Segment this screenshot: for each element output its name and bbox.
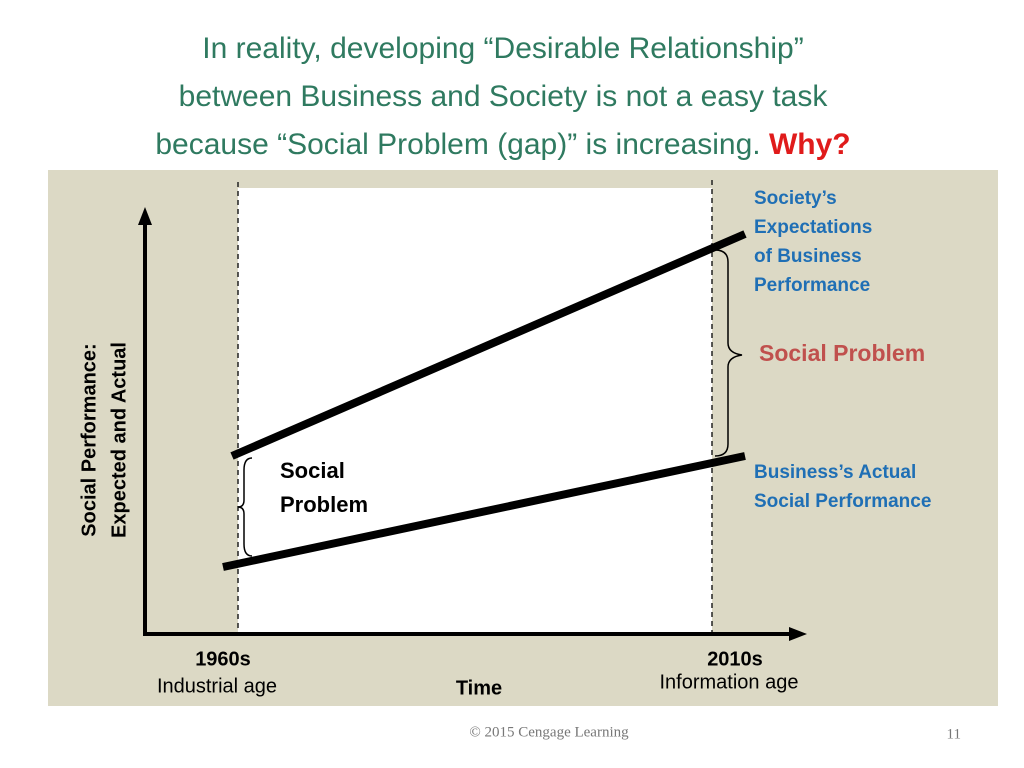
start-era: 1960s xyxy=(195,648,251,670)
end-era: 2010s xyxy=(707,648,763,670)
gap-brace xyxy=(714,249,743,457)
y-arrow xyxy=(138,207,152,225)
y-axis-label: Expected and Actual xyxy=(108,342,130,538)
gap-label: Social Problem xyxy=(759,340,925,366)
title-emphasis: Why? xyxy=(769,128,851,161)
x-axis-label: Time xyxy=(456,677,502,699)
actual-line xyxy=(222,452,746,571)
page-number: 11 xyxy=(947,726,961,742)
title-line: between Business and Society is not a ea… xyxy=(179,80,829,113)
expectations-label: Society’s xyxy=(754,188,837,209)
actual-label: Business’s Actual xyxy=(754,462,916,483)
copyright: © 2015 Cengage Learning xyxy=(469,724,629,740)
gap-brace xyxy=(237,457,253,557)
x-arrow xyxy=(789,627,807,641)
title-line: because “Social Problem (gap)” is increa… xyxy=(155,128,850,161)
expectations-label: Expectations xyxy=(754,217,872,238)
expectations-line xyxy=(230,230,747,460)
actual-label: Social Performance xyxy=(754,491,931,512)
gap-label: Social xyxy=(280,458,345,483)
end-name: Information age xyxy=(660,671,799,693)
time-window xyxy=(238,188,712,632)
gap-label: Problem xyxy=(280,492,368,517)
expectations-label: of Business xyxy=(754,246,862,267)
y-axis-label: Social Performance: xyxy=(78,343,100,536)
title-line: In reality, developing “Desirable Relati… xyxy=(202,32,803,65)
title-line: because “Social Problem (gap)” is increa… xyxy=(155,128,760,161)
start-name: Industrial age xyxy=(157,675,277,697)
expectations-label: Performance xyxy=(754,275,870,296)
